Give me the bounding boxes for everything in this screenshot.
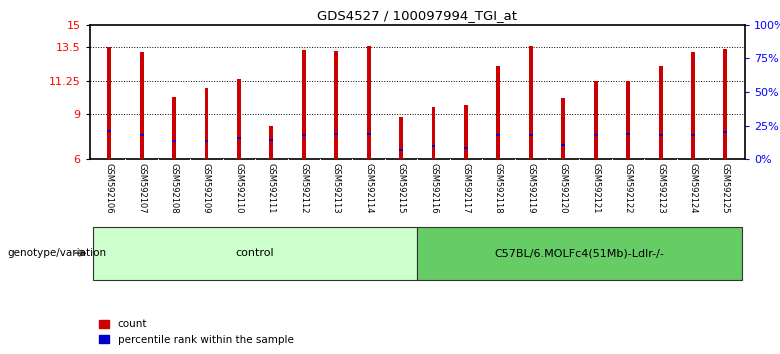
Bar	[594, 134, 597, 136]
Bar	[496, 66, 500, 159]
Bar	[431, 145, 435, 147]
Bar	[140, 134, 144, 136]
Bar	[302, 50, 306, 159]
Bar	[431, 107, 435, 159]
Bar	[204, 87, 208, 159]
Bar	[529, 46, 533, 159]
Bar	[626, 133, 630, 135]
Text: GSM592119: GSM592119	[526, 162, 535, 213]
Title: GDS4527 / 100097994_TGI_at: GDS4527 / 100097994_TGI_at	[317, 9, 517, 22]
Text: control: control	[236, 248, 275, 258]
FancyBboxPatch shape	[93, 227, 417, 280]
Bar	[691, 52, 695, 159]
Bar	[626, 81, 630, 159]
Bar	[204, 140, 208, 142]
Text: genotype/variation: genotype/variation	[8, 248, 107, 258]
Text: GSM592106: GSM592106	[105, 162, 114, 213]
Bar	[335, 133, 339, 135]
Text: C57BL/6.MOLFc4(51Mb)-Ldlr-/-: C57BL/6.MOLFc4(51Mb)-Ldlr-/-	[495, 248, 665, 258]
Text: GSM592107: GSM592107	[137, 162, 146, 213]
Text: GSM592123: GSM592123	[656, 162, 665, 213]
Bar	[724, 49, 728, 159]
Bar	[399, 117, 403, 159]
Bar	[302, 133, 306, 136]
Bar	[107, 47, 111, 159]
Text: GSM592116: GSM592116	[429, 162, 438, 213]
Text: GSM592114: GSM592114	[364, 162, 373, 213]
Bar	[237, 137, 241, 139]
Text: GSM592108: GSM592108	[169, 162, 179, 213]
Bar	[496, 134, 500, 136]
Bar	[724, 131, 728, 133]
Text: GSM592117: GSM592117	[462, 162, 470, 213]
Text: GSM592118: GSM592118	[494, 162, 503, 213]
Bar	[562, 144, 566, 146]
Bar	[172, 140, 176, 142]
Text: GSM592113: GSM592113	[332, 162, 341, 213]
Text: GSM592109: GSM592109	[202, 162, 211, 213]
Bar	[367, 133, 370, 135]
Bar	[464, 105, 468, 159]
Bar	[691, 134, 695, 136]
Bar	[399, 149, 403, 152]
Bar	[464, 147, 468, 149]
Bar	[529, 133, 533, 136]
Legend: count, percentile rank within the sample: count, percentile rank within the sample	[95, 315, 298, 349]
Text: GSM592112: GSM592112	[300, 162, 308, 213]
Bar	[269, 139, 273, 141]
Bar	[140, 52, 144, 159]
Text: GSM592120: GSM592120	[558, 162, 568, 213]
Bar	[107, 130, 111, 132]
Bar	[658, 133, 662, 136]
Bar	[367, 46, 370, 159]
FancyBboxPatch shape	[417, 227, 742, 280]
Bar	[594, 81, 597, 159]
Bar	[562, 98, 566, 159]
Bar	[335, 51, 339, 159]
Bar	[237, 79, 241, 159]
Text: GSM592111: GSM592111	[267, 162, 276, 213]
Bar	[658, 66, 662, 159]
Text: GSM592121: GSM592121	[591, 162, 600, 213]
Bar	[172, 97, 176, 159]
Text: GSM592115: GSM592115	[396, 162, 406, 213]
Text: GSM592122: GSM592122	[624, 162, 633, 213]
Text: GSM592124: GSM592124	[689, 162, 697, 213]
Text: GSM592125: GSM592125	[721, 162, 730, 213]
Text: GSM592110: GSM592110	[235, 162, 243, 213]
Bar	[269, 126, 273, 159]
